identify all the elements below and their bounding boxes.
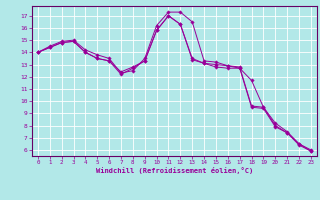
X-axis label: Windchill (Refroidissement éolien,°C): Windchill (Refroidissement éolien,°C) [96,167,253,174]
